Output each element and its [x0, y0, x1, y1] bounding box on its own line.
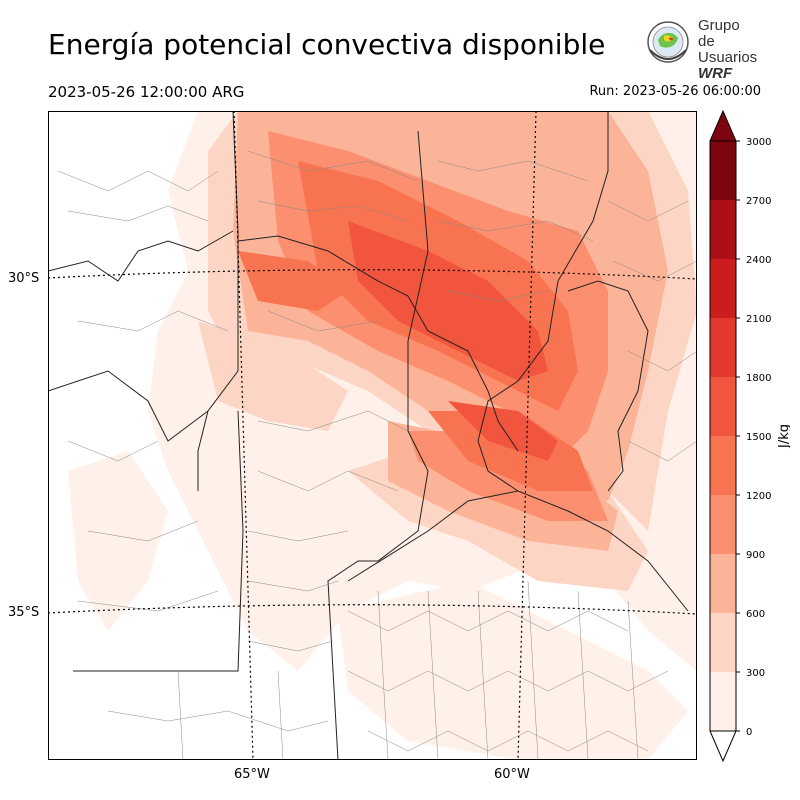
department-borders [57, 150, 697, 760]
lon-label-65w: 65°W [234, 767, 270, 782]
colorbar-bin [710, 259, 736, 318]
colorbar-unit-label: J/kg [777, 424, 790, 449]
colorbar-tick-label: 2400 [746, 255, 771, 266]
colorbar-bin [710, 318, 736, 377]
colorbar-tick-label: 600 [746, 609, 765, 620]
wrf-logo: Grupo de Usuarios WRF [640, 16, 760, 82]
valid-time: 2023-05-26 12:00:00 ARG [48, 83, 245, 101]
colorbar-tick-label: 300 [746, 668, 765, 679]
colorbar-extend-max [709, 109, 737, 142]
province-borders [48, 111, 689, 760]
colorbar-extend-min [709, 730, 737, 763]
colorbar-bin [710, 554, 736, 613]
cape-field [68, 111, 697, 760]
colorbar-tick-label: 1200 [746, 491, 771, 502]
cape-map [48, 111, 697, 760]
seal-icon [647, 21, 689, 63]
colorbar-bin [710, 377, 736, 436]
graticule [48, 111, 697, 760]
map-title: Energía potencial convectiva disponible [48, 28, 606, 61]
colorbar-bin [710, 200, 736, 259]
map-frame [48, 111, 697, 760]
colorbar-tick-label: 3000 [746, 137, 771, 148]
colorbar: 0 300 600 900 1200 1500 1800 2100 2400 2700 3000 J… [709, 109, 790, 763]
colorbar-tick-label: 2700 [746, 196, 771, 207]
colorbar-tick-label: 1500 [746, 432, 771, 443]
logo-text: Grupo de Usuarios WRF [698, 17, 758, 82]
lat-label-35s: 35°S [8, 605, 40, 620]
lon-label-60w: 60°W [494, 767, 530, 782]
colorbar-bin [710, 672, 736, 731]
colorbar-bin [710, 613, 736, 672]
colorbar-bin [710, 436, 736, 495]
colorbar-tick-label: 2100 [746, 314, 771, 325]
colorbar-bin [710, 141, 736, 200]
colorbar-tick-label: 900 [746, 550, 765, 561]
colorbar-tick-label: 1800 [746, 373, 771, 384]
colorbar-tick-label: 0 [746, 727, 752, 738]
lat-label-30s: 30°S [8, 271, 40, 286]
run-time: Run: 2023-05-26 06:00:00 [589, 84, 761, 99]
colorbar-bin [710, 495, 736, 554]
